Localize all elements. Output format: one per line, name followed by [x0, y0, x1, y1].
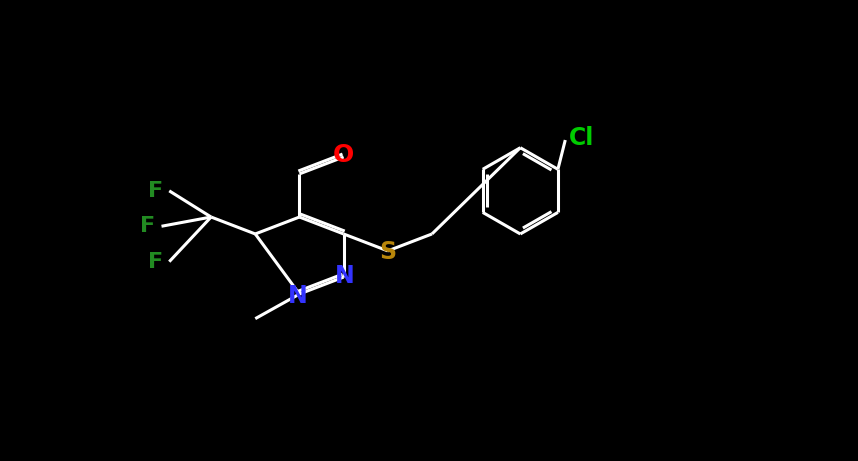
Text: F: F [148, 181, 163, 201]
Text: F: F [148, 252, 163, 272]
Text: N: N [335, 264, 355, 288]
Text: Cl: Cl [568, 126, 594, 150]
Text: F: F [140, 216, 155, 236]
Text: N: N [288, 284, 308, 307]
Text: S: S [379, 241, 396, 265]
Text: O: O [333, 143, 354, 167]
